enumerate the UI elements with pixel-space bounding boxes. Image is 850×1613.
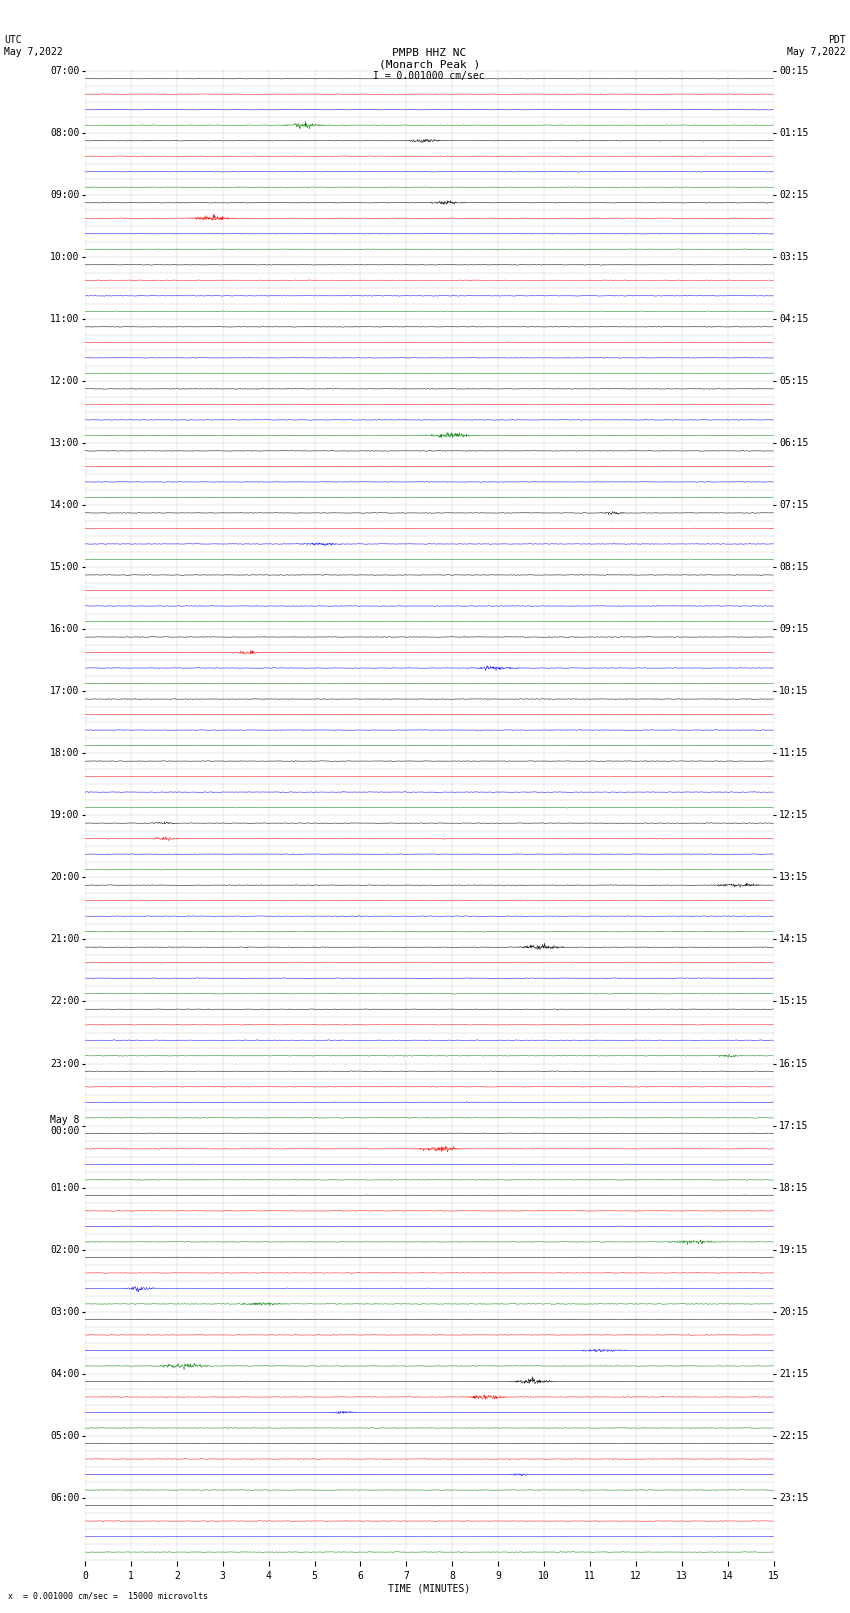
- Text: PDT: PDT: [828, 35, 846, 45]
- Text: May 7,2022: May 7,2022: [787, 47, 846, 56]
- Text: PMPB HHZ NC: PMPB HHZ NC: [392, 48, 467, 58]
- Text: x  = 0.001000 cm/sec =  15000 microvolts: x = 0.001000 cm/sec = 15000 microvolts: [8, 1590, 208, 1600]
- Text: UTC: UTC: [4, 35, 22, 45]
- Text: (Monarch Peak ): (Monarch Peak ): [378, 60, 480, 69]
- Text: I = 0.001000 cm/sec: I = 0.001000 cm/sec: [373, 71, 485, 81]
- Text: May 7,2022: May 7,2022: [4, 47, 63, 56]
- X-axis label: TIME (MINUTES): TIME (MINUTES): [388, 1584, 470, 1594]
